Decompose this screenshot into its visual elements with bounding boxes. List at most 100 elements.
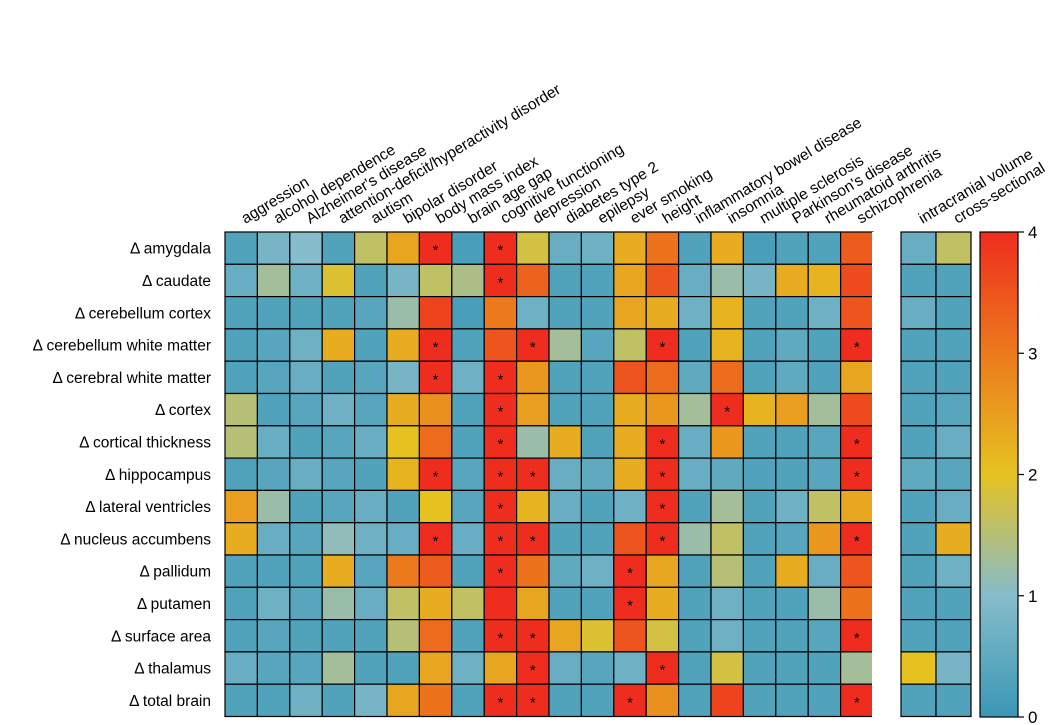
heatmap-cell: [710, 618, 745, 653]
heatmap-cell: [289, 618, 323, 653]
heatmap-cell: [839, 360, 874, 395]
heatmap-cell: [386, 489, 421, 524]
heatmap-cell: [418, 683, 453, 718]
heatmap-cell: [289, 586, 323, 621]
heatmap-cell: [580, 231, 615, 265]
heatmap-cell: [775, 231, 809, 265]
heatmap-cell: [289, 263, 323, 298]
heatmap-cell: [580, 457, 615, 492]
heatmap-cell: [386, 554, 421, 588]
heatmap-cell: [548, 651, 583, 685]
heatmap-cell: [321, 360, 356, 395]
colorbar-tick-label: 3: [1028, 344, 1037, 363]
heatmap-cell: [677, 425, 712, 459]
heatmap-cell: [935, 328, 972, 362]
heatmap-cell: [677, 328, 712, 362]
heatmap-cell: [354, 360, 388, 395]
heatmap-cell: [354, 489, 388, 524]
heatmap-cell: [386, 586, 421, 621]
significance-marker: *: [724, 404, 730, 421]
heatmap-cell: [224, 618, 259, 653]
heatmap-cell: [935, 586, 972, 621]
heatmap-cell: [677, 392, 712, 427]
heatmap-cell: [580, 392, 615, 427]
heatmap-cell: [613, 392, 647, 427]
heatmap-cell: [451, 683, 485, 718]
heatmap-cell: [775, 457, 809, 492]
heatmap-cell: [483, 263, 518, 298]
heatmap-cell: [807, 457, 842, 492]
heatmap-cell: [224, 425, 259, 459]
heatmap-cell: [775, 554, 809, 588]
heatmap-cell: [742, 457, 777, 492]
heatmap-cell: [807, 522, 842, 556]
row-label: Δ cortex: [155, 402, 211, 419]
heatmap-cell: [256, 489, 291, 524]
row-label: Δ cortical thickness: [79, 434, 211, 451]
heatmap-cell: [289, 554, 323, 588]
heatmap-cell: [515, 360, 550, 395]
heatmap-cell: [807, 489, 842, 524]
heatmap-cell: [645, 489, 680, 524]
heatmap-cell: [256, 457, 291, 492]
heatmap-cell: [224, 392, 259, 427]
heatmap-cell: [386, 618, 421, 653]
heatmap-cell: [515, 392, 550, 427]
heatmap-cell: [256, 522, 291, 556]
row-label: Δ amygdala: [130, 241, 211, 258]
heatmap-cell: [742, 328, 777, 362]
heatmap-cell: [900, 231, 937, 265]
heatmap-cell: [483, 360, 518, 395]
heatmap-cell: [900, 683, 937, 718]
heatmap-cell: [839, 457, 874, 492]
heatmap-cell: [418, 489, 453, 524]
heatmap-cell: [645, 296, 680, 330]
heatmap-cell: [580, 554, 615, 588]
row-label: Δ cerebellum white matter: [33, 338, 211, 355]
heatmap-cell: [677, 522, 712, 556]
heatmap-cell: [354, 618, 388, 653]
heatmap-cell: [451, 328, 485, 362]
heatmap-cell: [224, 328, 259, 362]
heatmap-cell: [742, 683, 777, 718]
heatmap-cell: [224, 586, 259, 621]
significance-marker: *: [497, 694, 503, 711]
heatmap-cell: [224, 489, 259, 524]
heatmap-cell: [224, 360, 259, 395]
heatmap-cell: [548, 586, 583, 621]
heatmap-cell: [224, 554, 259, 588]
heatmap-cell: [321, 554, 356, 588]
heatmap-cell: [580, 360, 615, 395]
heatmap-cell: [548, 296, 583, 330]
heatmap-cell: [935, 231, 972, 265]
heatmap-cell: [418, 263, 453, 298]
significance-marker: *: [659, 339, 665, 356]
heatmap-cell: [935, 457, 972, 492]
heatmap-cell: [418, 392, 453, 427]
heatmap-cell: [807, 586, 842, 621]
row-label: Δ cerebellum cortex: [75, 305, 211, 322]
heatmap-cell: [775, 489, 809, 524]
heatmap-cell: [839, 554, 874, 588]
heatmap-cell: [451, 360, 485, 395]
heatmap-cell: [677, 360, 712, 395]
heatmap-cell: [710, 683, 745, 718]
heatmap-cell: [548, 360, 583, 395]
heatmap-cell: [354, 554, 388, 588]
heatmap-cell: [677, 457, 712, 492]
heatmap-cell: [418, 651, 453, 685]
heatmap-cell: [613, 651, 647, 685]
heatmap-cell: [742, 425, 777, 459]
heatmap-cell: [256, 360, 291, 395]
heatmap-cell: [775, 360, 809, 395]
heatmap-cell: [224, 231, 259, 265]
heatmap-cell: [807, 296, 842, 330]
significance-marker: *: [497, 436, 503, 453]
row-label: Δ surface area: [111, 628, 211, 645]
heatmap-cell: [580, 651, 615, 685]
heatmap-cell: [580, 522, 615, 556]
heatmap-cell: [935, 425, 972, 459]
heatmap-cell: [742, 586, 777, 621]
heatmap-cell: [900, 554, 937, 588]
heatmap-cell: [775, 586, 809, 621]
